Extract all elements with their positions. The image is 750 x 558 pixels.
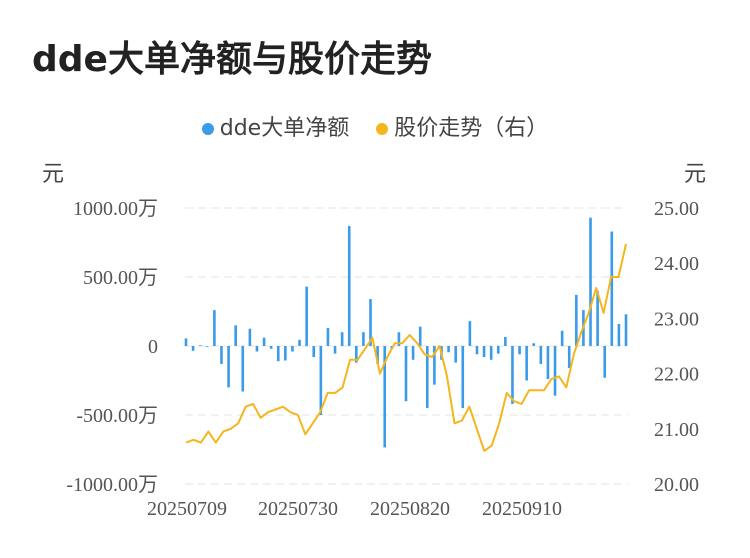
bar	[404, 346, 408, 402]
bar	[376, 346, 379, 364]
left-tick-label: -500.00万	[76, 405, 158, 427]
bar	[213, 310, 216, 346]
bar	[205, 346, 209, 347]
legend-label-price: 股价走势（右）	[394, 116, 549, 141]
bar	[539, 346, 543, 364]
bar	[241, 346, 245, 392]
bar	[525, 346, 528, 381]
bar	[305, 286, 308, 346]
bar	[553, 346, 557, 396]
left-axis-unit: 元	[42, 162, 65, 187]
right-tick-label: 24.00	[654, 253, 699, 275]
bar	[284, 346, 287, 361]
legend-item-dde[interactable]: dde大单净额	[201, 110, 350, 142]
bar	[191, 346, 195, 351]
bar	[326, 328, 330, 346]
legend-label-dde: dde大单净额	[219, 116, 350, 141]
bar	[220, 346, 223, 364]
chart-title: dde大单净额与股价走势	[32, 39, 432, 80]
bar	[489, 346, 493, 360]
bar	[355, 346, 358, 363]
left-tick-label: 500.00万	[83, 267, 158, 289]
bar	[468, 321, 472, 346]
price-line	[185, 243, 627, 452]
legend-dot-price	[376, 123, 389, 135]
bar	[461, 346, 465, 409]
bar	[496, 346, 500, 354]
bar	[567, 346, 571, 369]
bar	[248, 328, 252, 346]
bar	[433, 346, 436, 385]
bar	[447, 346, 450, 353]
bar	[425, 346, 429, 409]
bar	[291, 346, 294, 352]
bar	[269, 346, 273, 349]
bar	[319, 346, 323, 415]
bar	[482, 346, 486, 358]
left-tick-label: 1000.00万	[73, 198, 158, 220]
bar	[411, 346, 415, 360]
bar	[560, 330, 564, 346]
bar	[475, 346, 479, 355]
left-tick-label: 0	[148, 336, 158, 358]
bar	[227, 346, 230, 388]
bar	[589, 217, 592, 346]
x-tick-label: 20250910	[482, 498, 562, 520]
bar	[610, 231, 614, 346]
bar	[546, 346, 550, 380]
bar	[383, 346, 387, 448]
bar	[575, 294, 578, 346]
bar	[504, 337, 507, 346]
x-tick-label: 20250820	[370, 498, 450, 520]
x-tick-label: 20250730	[258, 498, 338, 520]
legend-dot-dde	[201, 123, 214, 135]
right-tick-label: 25.00	[654, 198, 699, 220]
bar	[418, 326, 422, 346]
bar	[624, 314, 628, 346]
bar	[362, 332, 365, 346]
right-tick-label: 21.00	[654, 419, 699, 441]
bar	[184, 338, 188, 346]
bar	[603, 346, 607, 378]
bar	[298, 339, 301, 346]
x-tick-label: 20250709	[147, 498, 227, 520]
bar	[518, 346, 521, 355]
right-tick-label: 20.00	[654, 474, 699, 496]
bar	[262, 337, 266, 346]
legend: dde大单净额 股价走势（右）	[0, 110, 750, 142]
right-tick-label: 22.00	[654, 364, 699, 386]
bar	[255, 346, 259, 352]
bar	[347, 225, 351, 346]
bar	[312, 346, 316, 358]
bar	[532, 343, 536, 346]
legend-item-price[interactable]: 股价走势（右）	[376, 110, 548, 142]
right-tick-label: 23.00	[654, 308, 699, 330]
right-axis-unit: 元	[684, 162, 707, 187]
bar	[454, 346, 457, 363]
bar	[276, 346, 280, 362]
left-tick-label: -1000.00万	[66, 474, 158, 496]
bar	[234, 325, 237, 346]
bar	[596, 290, 599, 346]
bar	[340, 332, 344, 346]
bar	[198, 345, 202, 347]
bar	[511, 346, 514, 404]
bar	[333, 346, 337, 354]
bar	[369, 299, 372, 346]
bar	[617, 323, 621, 346]
bar	[397, 332, 401, 346]
